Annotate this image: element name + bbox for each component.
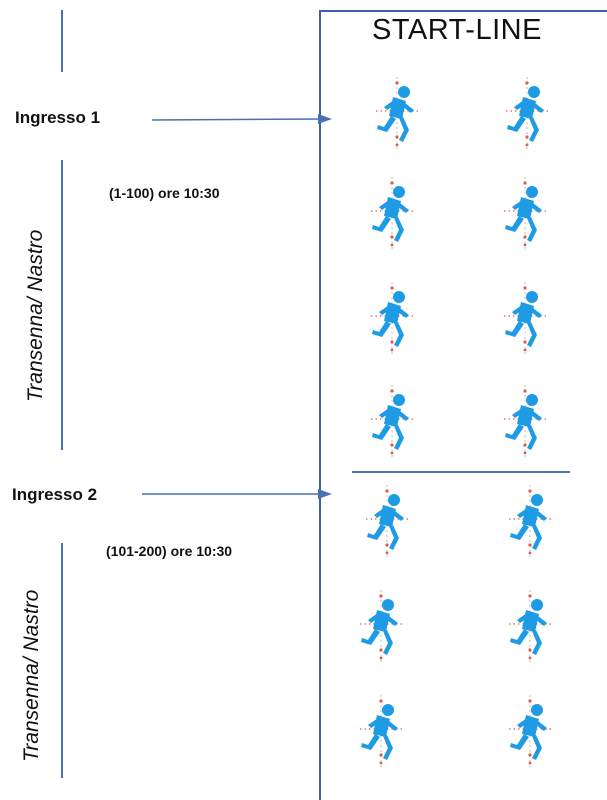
runner-icon [370,281,414,357]
runner-icon [508,589,552,665]
runner-icon [505,76,549,152]
barrier-label-2: Transenna/ Nastro [20,589,43,762]
entrance-1-slot: (1-100) ore 10:30 [109,185,220,201]
runner-icon [359,694,403,770]
runner-icon [503,176,547,252]
runner-icon [370,176,414,252]
start-area [319,10,607,800]
barrier-line-top [61,10,63,72]
entrance-2-label: Ingresso 2 [12,485,98,504]
barrier-line-1 [61,160,63,450]
runner-icon [503,281,547,357]
group-divider [352,471,570,473]
barrier-line-2 [61,543,63,778]
runner-icon [375,76,419,152]
runner-icon [359,589,403,665]
runner-icon [508,484,552,560]
page-title: START-LINE [372,14,542,46]
entrance-2-arrow [142,489,332,499]
entrance-1-arrow [151,114,332,124]
entrance-1-label: Ingresso 1 [15,108,101,127]
barrier-label-1: Transenna/ Nastro [24,229,47,402]
runner-icon [508,694,552,770]
runner-icon [365,484,409,560]
runner-icon [503,384,547,460]
runner-icon [370,384,414,460]
entrance-2-slot: (101-200) ore 10:30 [106,543,233,559]
